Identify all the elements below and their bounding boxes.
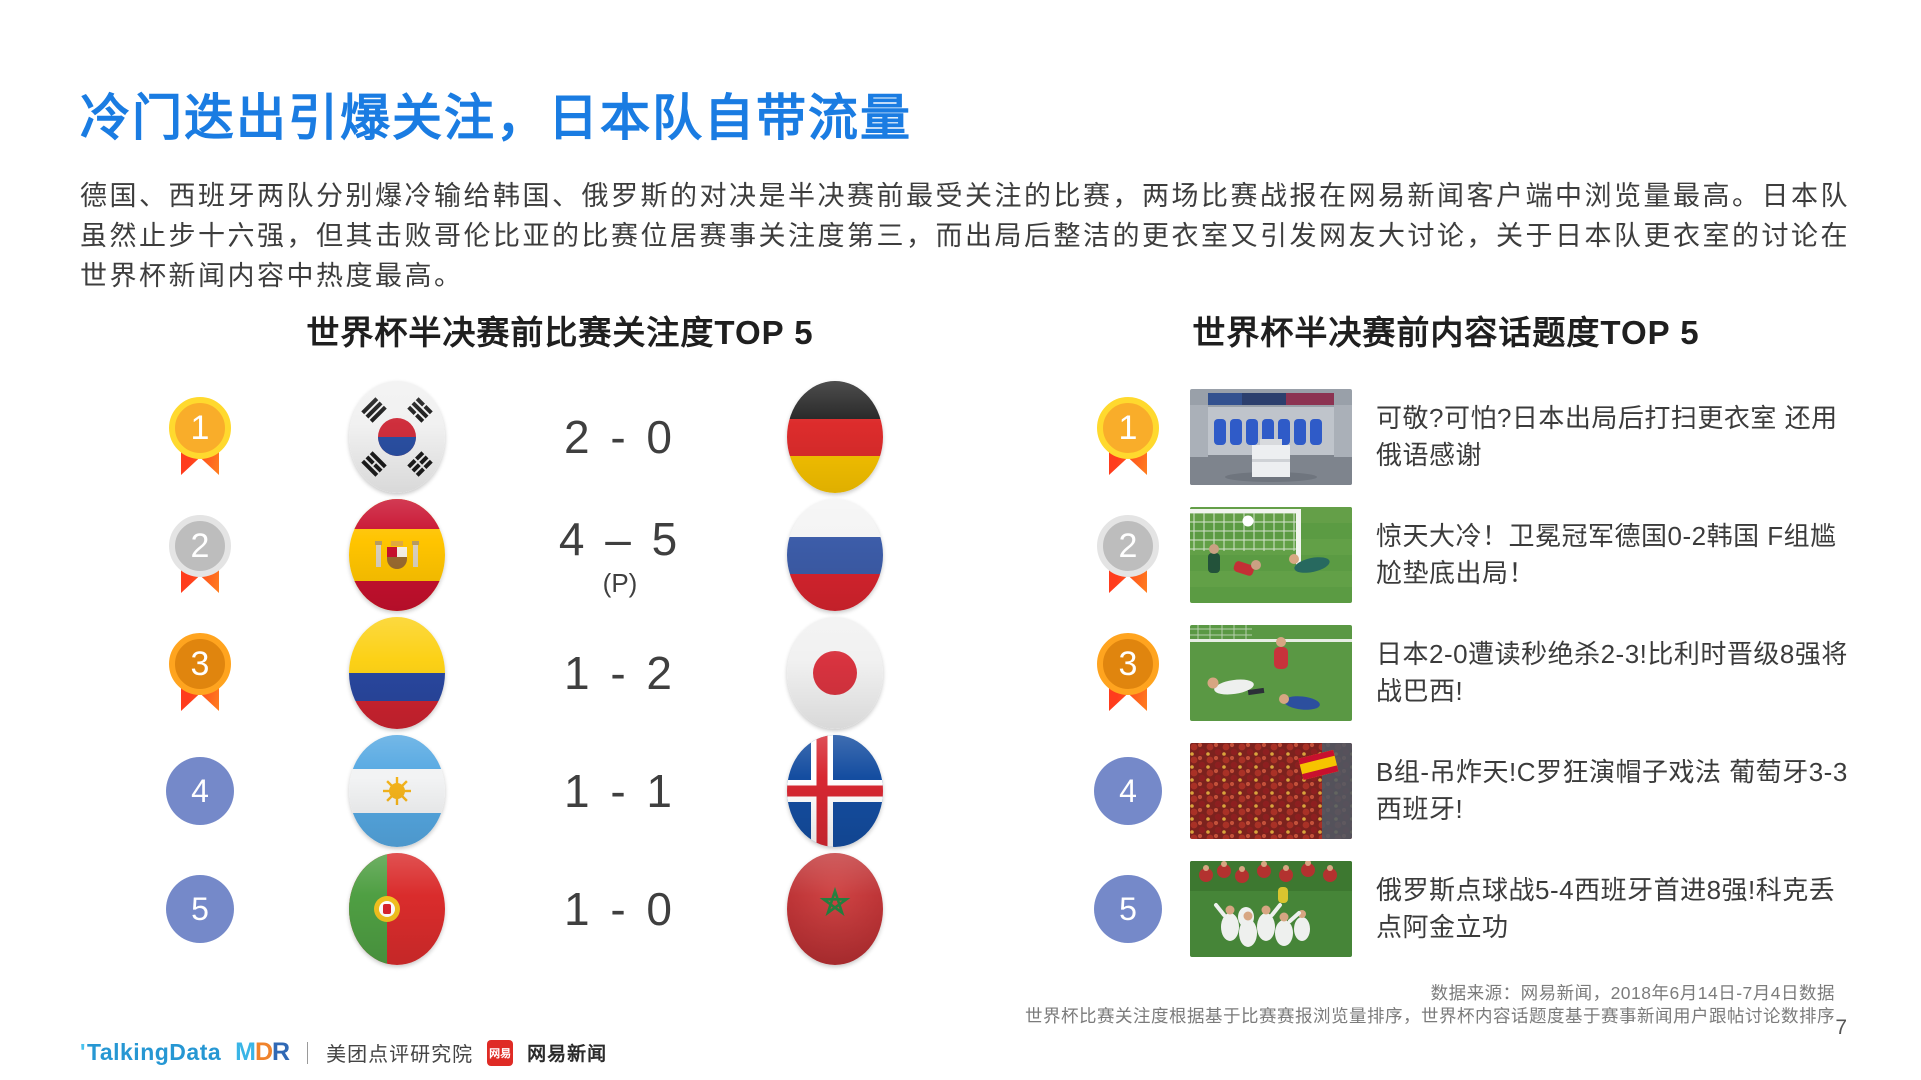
intro-paragraph: 德国、西班牙两队分别爆冷输给韩国、俄罗斯的对决是半决赛前最受关注的比赛，两场比赛…	[80, 181, 1850, 291]
left-panel-heading: 世界杯半决赛前比赛关注度TOP 5	[306, 314, 814, 351]
rank-number: 5	[191, 890, 209, 927]
match-row-2: 2 4 – 5 (P)	[130, 496, 954, 614]
locker-room-photo	[1190, 389, 1352, 485]
match-row-3: 3 1 - 2	[130, 614, 954, 732]
flag-portugal-icon	[349, 853, 445, 965]
rank-2-medal-icon: 2	[1093, 511, 1163, 599]
rank-1-medal-icon: 1	[165, 393, 235, 481]
match-row-4: 4 1 - 1	[130, 732, 954, 850]
match-score: 1 - 0	[563, 883, 677, 935]
right-panel-heading: 世界杯半决赛前内容话题度TOP 5	[1192, 314, 1700, 351]
rank-number: 4	[191, 772, 209, 809]
flag-morocco-icon	[787, 853, 883, 965]
topic-headline: B组-吊炸天!C罗狂演帽子戏法 葡萄牙3-3西班牙!	[1376, 757, 1848, 824]
flag-argentina-icon	[349, 735, 445, 847]
rank-1-medal-icon: 1	[1093, 393, 1163, 481]
match-row-5: 5 1 - 0	[130, 850, 954, 968]
topic-row-2: 2 惊天大冷！卫冕冠军德国0-2韩国 F组尴尬垫底出局！	[1066, 496, 1856, 614]
topic-headline: 惊天大冷！卫冕冠军德国0-2韩国 F组尴尬垫底出局！	[1376, 521, 1837, 588]
page-number: 7	[1835, 1016, 1847, 1039]
meituan-dianping-institute-logo: 美团点评研究院	[326, 1044, 474, 1066]
topic-headline: 日本2-0遭读秒绝杀2-3!比利时晋级8强将战巴西!	[1376, 639, 1848, 706]
match-score: 2 - 0	[563, 411, 677, 463]
russia-spain-celebration-photo	[1190, 861, 1352, 957]
rank-number: 2	[190, 526, 210, 565]
rank-number: 4	[1119, 772, 1137, 809]
data-source-note: 数据来源：网易新闻，2018年6月14日-7月4日数据 世界杯比赛关注度根据基于…	[835, 982, 1835, 1028]
rank-number: 1	[1118, 408, 1138, 447]
logo-bar: 'TalkingData MDR 美团点评研究院 网易 网易新闻	[80, 1038, 607, 1067]
rank-number: 3	[190, 644, 210, 683]
match-ranking-list: 1 2 - 0 2 4 – 5 (P) 3 1 - 2 4 1 - 1 5 1	[130, 378, 954, 968]
mdr-logo: MDR	[235, 1038, 290, 1066]
match-score: 4 – 5	[558, 512, 682, 565]
rank-2-medal-icon: 2	[165, 511, 235, 599]
score-note: (P)	[602, 567, 638, 598]
topic-headline: 可敬?可怕?日本出局后打扫更衣室 还用俄语感谢	[1376, 403, 1838, 470]
talkingdata-tick-icon: '	[80, 1039, 86, 1065]
topic-row-5: 5 俄罗斯点球战5-4西班牙首进8强!科克丢点阿金立功	[1066, 850, 1856, 968]
rank-number: 5	[1119, 890, 1137, 927]
topic-row-1: 1 可敬?可怕?日本出局后打扫更衣室 还用俄语感谢	[1066, 378, 1856, 496]
rank-4-badge-icon: 4	[165, 756, 235, 826]
rank-number: 2	[1118, 526, 1138, 565]
flag-spain-icon	[349, 499, 445, 611]
flag-iceland-icon	[787, 735, 883, 847]
flag-japan-icon	[787, 617, 883, 729]
source-line-2: 世界杯比赛关注度根据基于比赛赛报浏览量排序，世界杯内容话题度基于赛事新闻用户跟帖…	[1025, 1006, 1835, 1026]
germany-korea-goal-photo	[1190, 507, 1352, 603]
topic-ranking-list: 1 可敬?可怕?日本出局后打扫更衣室 还用俄语感谢 2 惊天大冷！卫冕冠军德国0…	[1066, 378, 1856, 968]
netease-badge-icon: 网易	[487, 1039, 514, 1066]
match-row-1: 1 2 - 0	[130, 378, 954, 496]
rank-number: 3	[1118, 644, 1138, 683]
source-line-1: 数据来源：网易新闻，2018年6月14日-7月4日数据	[1430, 983, 1835, 1003]
topic-headline: 俄罗斯点球战5-4西班牙首进8强!科克丢点阿金立功	[1376, 875, 1836, 942]
logo-divider	[307, 1041, 309, 1064]
page-title: 冷门迭出引爆关注，日本队自带流量	[80, 90, 912, 146]
rank-3-medal-icon: 3	[1093, 629, 1163, 717]
match-score: 1 - 2	[563, 647, 677, 699]
portugal-spain-fans-photo	[1190, 743, 1352, 839]
japan-belgium-pitch-photo	[1190, 625, 1352, 721]
flag-colombia-icon	[349, 617, 445, 729]
rank-number: 1	[190, 408, 210, 447]
topic-row-4: 4 B组-吊炸天!C罗狂演帽子戏法 葡萄牙3-3西班牙!	[1066, 732, 1856, 850]
netease-news-logo: 网易新闻	[527, 1044, 608, 1065]
flag-germany-icon	[787, 381, 883, 493]
flag-russia-icon	[787, 499, 883, 611]
rank-5-badge-icon: 5	[165, 874, 235, 944]
rank-5-badge-icon: 5	[1093, 874, 1163, 944]
match-score: 1 - 1	[563, 765, 677, 817]
topic-row-3: 3 日本2-0遭读秒绝杀2-3!比利时晋级8强将战巴西!	[1066, 614, 1856, 732]
talkingdata-logo: 'TalkingData	[80, 1039, 222, 1065]
flag-south-korea-icon	[349, 381, 445, 493]
rank-4-badge-icon: 4	[1093, 756, 1163, 826]
rank-3-medal-icon: 3	[165, 629, 235, 717]
